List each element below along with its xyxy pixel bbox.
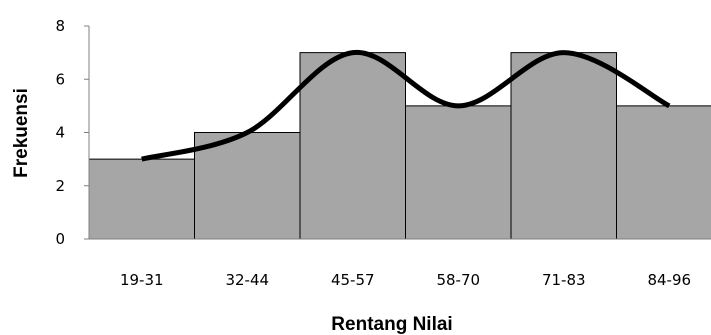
bar-45-57 <box>299 52 406 240</box>
y-ticks-group: 0 2 4 6 8 <box>55 17 89 248</box>
bar-58-70 <box>405 105 512 240</box>
x-ticks-group: 19-31 32-44 45-57 58-70 71-83 84-96 <box>120 271 691 289</box>
x-tick-label: 84-96 <box>647 271 691 289</box>
bar-32-44 <box>194 132 301 240</box>
y-tick-label: 0 <box>55 230 65 248</box>
y-tick-label: 2 <box>55 177 65 195</box>
frequency-curve <box>141 50 671 162</box>
x-tick-label: 58-70 <box>436 271 480 289</box>
x-tick-label: 45-57 <box>331 271 375 289</box>
x-tick-label: 32-44 <box>225 271 269 289</box>
bars-group <box>88 52 711 240</box>
y-tick-label: 6 <box>55 70 65 88</box>
x-tick-label: 19-31 <box>120 271 164 289</box>
x-axis-title: Rentang Nilai <box>331 314 452 335</box>
y-axis-title: Frekuensi <box>11 88 32 178</box>
y-tick-label: 4 <box>55 124 65 142</box>
bar-84-96 <box>616 105 711 240</box>
x-tick-label: 71-83 <box>542 271 586 289</box>
bar-19-31 <box>88 158 195 240</box>
y-tick-label: 8 <box>55 17 65 35</box>
bar-71-83 <box>510 52 617 240</box>
